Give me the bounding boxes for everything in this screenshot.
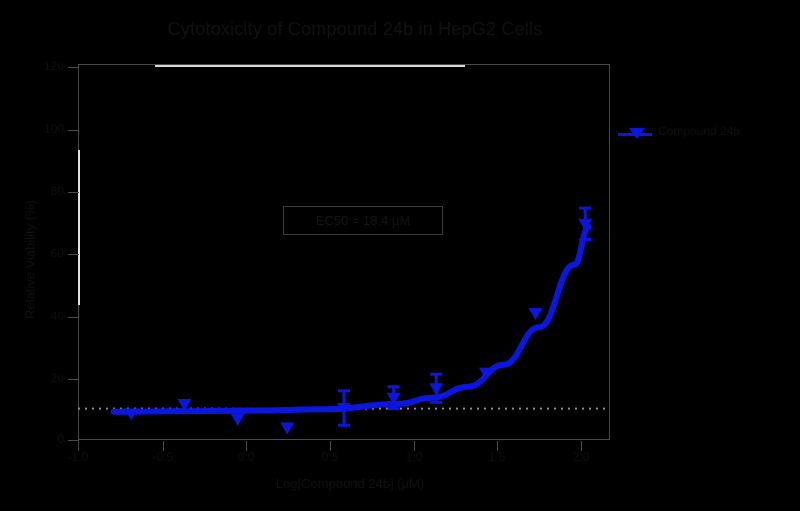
y-tick-40 [68, 317, 79, 318]
chart-title: Cytotoxicity of Compound 24b in HepG2 Ce… [167, 19, 543, 39]
y-tick-100 [68, 130, 79, 131]
data-points [124, 218, 593, 435]
legend: Compound 24b [618, 120, 796, 150]
y-tick-label-100: 100 [43, 122, 64, 136]
x-tick-label-2: 0.0 [237, 450, 255, 464]
y-tick-label-20: 20 [50, 371, 64, 385]
y-axis-accent-strip [78, 150, 80, 305]
y-tick-label-80: 80 [50, 184, 64, 198]
x-tick-6 [581, 441, 582, 451]
x-tick-label-4: 1.0 [405, 450, 423, 464]
ec50-annotation: EC50 = 18.4 µM [283, 206, 443, 235]
y-tick-0 [68, 440, 79, 441]
x-tick-label-5: 1.5 [488, 450, 506, 464]
x-tick-label-6: 2.0 [572, 450, 590, 464]
x-tick-1 [163, 441, 164, 451]
x-tick-label-1: -0.5 [152, 450, 174, 464]
error-bars [338, 206, 592, 427]
y-tick-60 [68, 254, 79, 255]
y-tick-label-60: 60 [50, 246, 64, 260]
y-tick-label-120: 120 [43, 59, 64, 73]
legend-label: Compound 24b [658, 124, 741, 138]
fit-curve [110, 223, 592, 415]
plot-area [78, 64, 610, 440]
x-tick-2 [246, 441, 247, 451]
y-tick-20 [68, 379, 79, 380]
x-tick-4 [414, 441, 415, 451]
x-tick-label-3: 0.5 [321, 450, 339, 464]
y-tick-120 [68, 67, 79, 68]
x-tick-label-0: -1.0 [67, 450, 89, 464]
x-axis-title: Log[Compound 24b] (µM) [275, 476, 425, 491]
y-tick-label-0: 0 [57, 432, 64, 446]
x-tick-3 [330, 441, 331, 451]
triangle-down-icon [629, 128, 645, 139]
x-tick-5 [497, 441, 498, 451]
x-tick-0 [78, 441, 79, 451]
y-tick-80 [68, 192, 79, 193]
y-tick-label-40: 40 [50, 309, 64, 323]
plot-top-highlight [155, 65, 465, 67]
